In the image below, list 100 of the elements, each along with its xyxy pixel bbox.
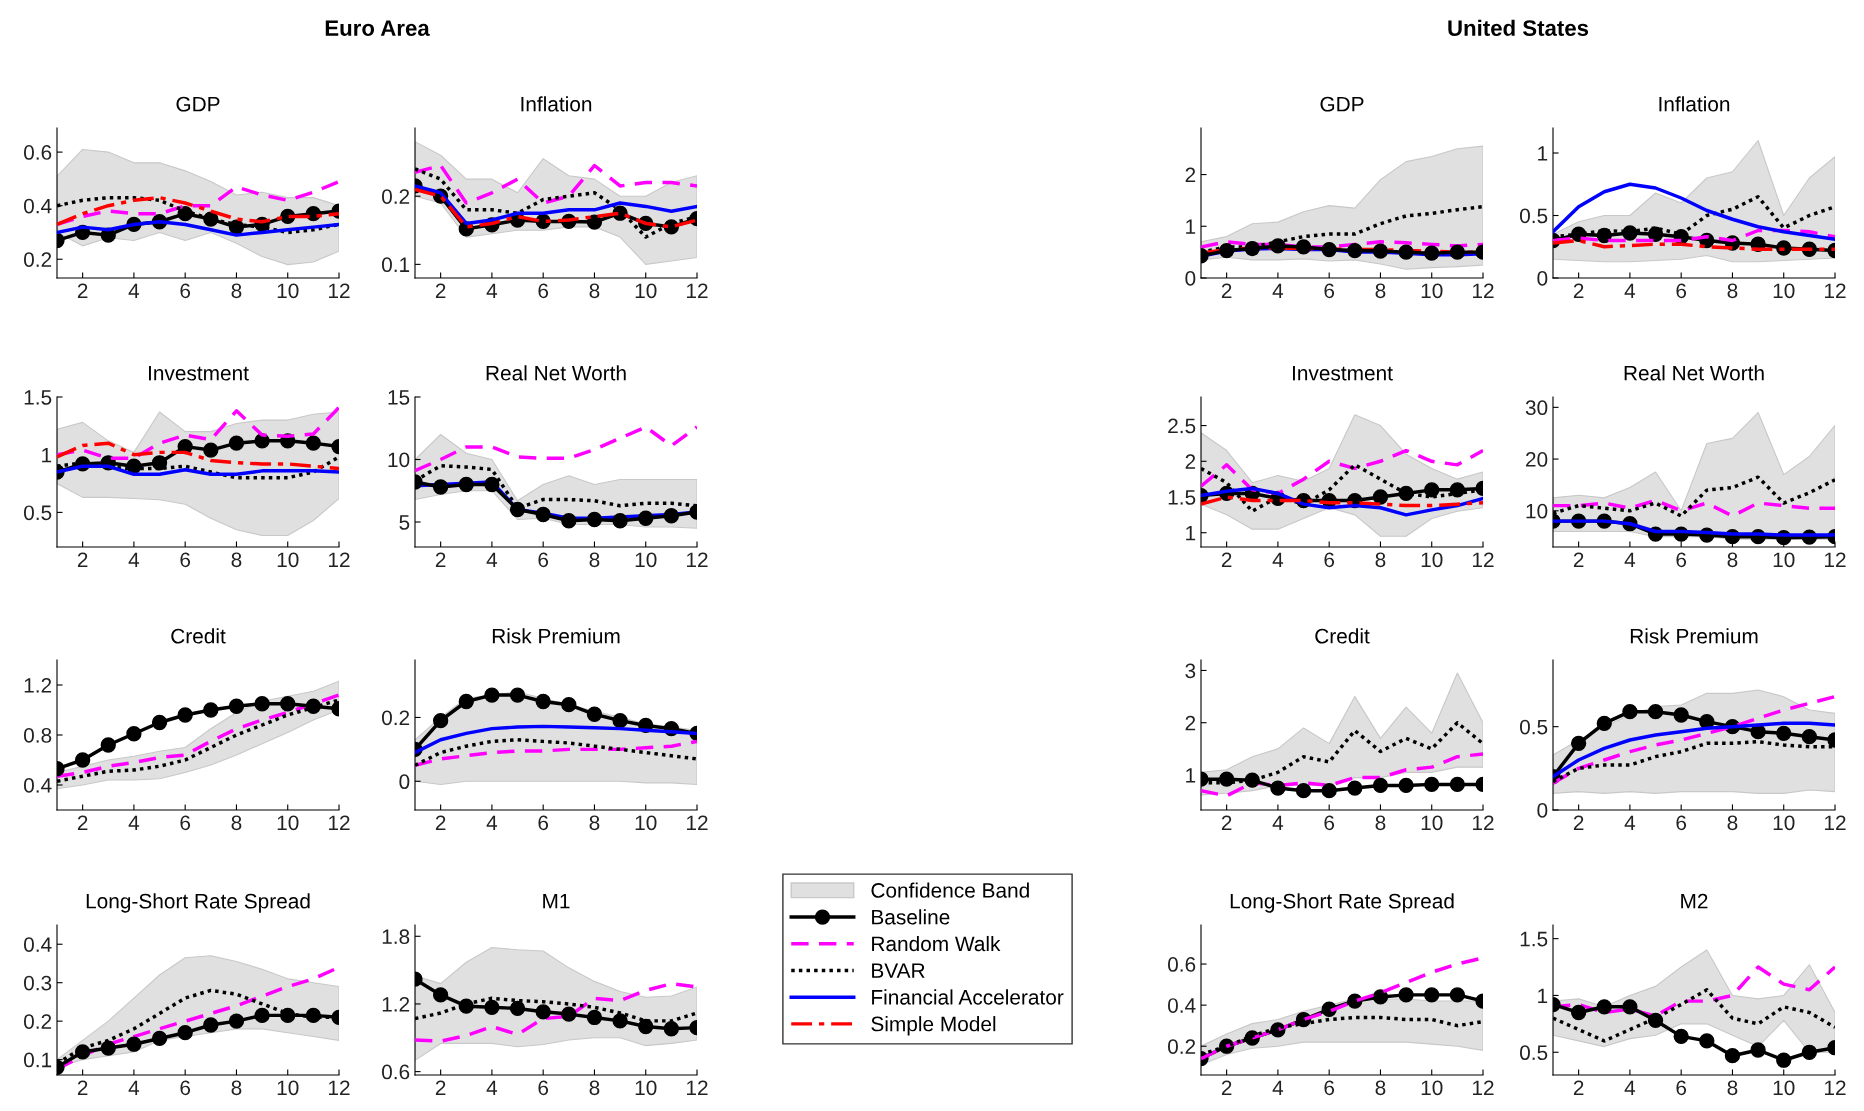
x-tick-label: 2 <box>1573 815 1584 830</box>
x-tick-label: 10 <box>635 552 657 568</box>
y-tick-label: 1.5 <box>24 390 52 405</box>
x-tick-label: 2 <box>77 552 88 567</box>
y-tick-label: 0.4 <box>23 198 52 214</box>
text: United States <box>1448 19 1589 36</box>
x-tick-label: 6 <box>180 1080 191 1096</box>
x-tick-label: 2 <box>1573 552 1584 567</box>
x-tick-label: 10 <box>1773 1080 1795 1096</box>
chart-title: Investment <box>1292 366 1393 381</box>
x-tick-label: 10 <box>1773 815 1795 831</box>
y-tick-label: 0.4 <box>23 778 52 793</box>
x-tick-label: 8 <box>1375 815 1386 831</box>
y-tick-label: 1 <box>1538 146 1548 161</box>
x-tick-label: 6 <box>180 552 191 568</box>
x-tick-label: 6 <box>180 283 191 299</box>
x-tick-label: 6 <box>1676 1080 1687 1096</box>
chart-title: Inflation <box>1659 96 1730 112</box>
text: Euro Area <box>325 20 430 36</box>
x-tick-label: 4 <box>128 1080 140 1095</box>
x-tick-label: 10 <box>277 283 299 299</box>
y-tick-label: 0 <box>1185 271 1196 286</box>
x-tick-label: 4 <box>128 815 140 830</box>
y-tick-label: 0.3 <box>23 975 52 991</box>
y-tick-label: 2 <box>1185 715 1196 731</box>
x-tick-label: 6 <box>1324 1080 1335 1096</box>
y-tick-label: 0.8 <box>23 728 52 743</box>
x-tick-label: 8 <box>589 283 600 299</box>
chart-title: GDP <box>176 96 220 112</box>
y-tick-label: 1 <box>42 447 52 463</box>
x-tick-label: 6 <box>1324 815 1335 831</box>
x-tick-label: 12 <box>329 1080 350 1095</box>
x-tick-label: 4 <box>486 1080 498 1095</box>
x-tick-label: 10 <box>635 283 657 299</box>
x-tick-label: 6 <box>180 815 191 831</box>
chart-title: Risk Premium <box>492 628 620 644</box>
chart-title: Credit <box>171 628 226 644</box>
y-tick-label: 0.1 <box>23 1052 52 1068</box>
x-tick-label: 10 <box>635 1080 657 1096</box>
y-tick-label: 0.5 <box>1519 1045 1548 1061</box>
x-tick-label: 10 <box>1421 283 1443 299</box>
x-tick-label: 10 <box>1773 283 1795 299</box>
x-tick-label: 12 <box>1473 283 1494 298</box>
y-tick-label: 0.6 <box>381 1064 410 1080</box>
x-tick-label: 6 <box>538 1080 549 1096</box>
x-tick-label: 2 <box>1221 552 1232 567</box>
x-tick-label: 6 <box>538 815 549 831</box>
x-tick-label: 4 <box>128 552 140 567</box>
x-tick-label: 6 <box>1676 815 1687 831</box>
y-tick-label: 2.5 <box>1168 418 1196 434</box>
x-tick-label: 8 <box>231 1080 242 1096</box>
y-tick-label: 0 <box>1537 271 1548 286</box>
y-tick-label: 1 <box>1186 525 1196 541</box>
x-tick-label: 4 <box>486 552 498 567</box>
y-tick-label: 0.2 <box>381 710 410 726</box>
x-tick-label: 8 <box>1727 1080 1738 1096</box>
x-tick-label: 4 <box>1624 1080 1636 1095</box>
x-tick-label: 12 <box>1825 1080 1846 1095</box>
chart-title: Long-Short Rate Spread <box>86 893 310 913</box>
x-tick-label: 4 <box>1272 552 1284 567</box>
x-tick-label: 12 <box>687 552 708 567</box>
x-tick-label: 12 <box>687 283 708 298</box>
x-tick-label: 10 <box>277 1080 299 1096</box>
x-tick-label: 2 <box>435 1080 446 1095</box>
x-tick-label: 2 <box>77 283 88 298</box>
x-tick-label: 8 <box>1375 283 1386 299</box>
legend-label: Simple Model <box>871 1016 996 1036</box>
y-tick-label: 1 <box>1186 768 1196 783</box>
y-tick-label: 1.8 <box>382 929 410 945</box>
y-tick-label: 0.5 <box>1519 719 1548 735</box>
x-tick-label: 4 <box>1624 815 1636 830</box>
x-tick-label: 4 <box>486 283 498 298</box>
x-tick-label: 6 <box>1324 552 1335 568</box>
chart-title: Inflation <box>521 96 592 112</box>
y-tick-label: 0.6 <box>1167 957 1196 972</box>
x-tick-label: 2 <box>1573 283 1584 298</box>
x-tick-label: 10 <box>1421 552 1443 568</box>
x-tick-label: 6 <box>1324 283 1335 299</box>
x-tick-label: 12 <box>1825 815 1846 830</box>
x-tick-label: 6 <box>538 283 549 299</box>
x-tick-label: 2 <box>435 552 446 567</box>
y-tick-label: 0.1 <box>381 257 410 273</box>
legend-label: Random Walk <box>872 935 1001 952</box>
x-tick-label: 10 <box>1421 1080 1443 1096</box>
x-tick-label: 4 <box>486 815 498 830</box>
y-tick-label: 3 <box>1185 663 1196 679</box>
x-tick-label: 12 <box>1825 283 1846 298</box>
x-tick-label: 8 <box>231 552 242 568</box>
text: Confidence Band <box>871 882 1029 898</box>
y-tick-label: 0.5 <box>23 505 52 521</box>
y-tick-label: 30 <box>1525 400 1548 416</box>
y-tick-label: 0.4 <box>1167 998 1196 1013</box>
chart-title: Investment <box>148 366 249 381</box>
x-tick-label: 12 <box>1825 552 1846 567</box>
y-tick-label: 1 <box>1186 219 1196 234</box>
y-tick-label: 2 <box>1185 167 1196 183</box>
y-tick-label: 5 <box>399 515 410 530</box>
chart-title: M1 <box>543 894 570 909</box>
y-tick-label: 20 <box>1526 452 1548 467</box>
x-tick-label: 12 <box>1473 552 1494 567</box>
